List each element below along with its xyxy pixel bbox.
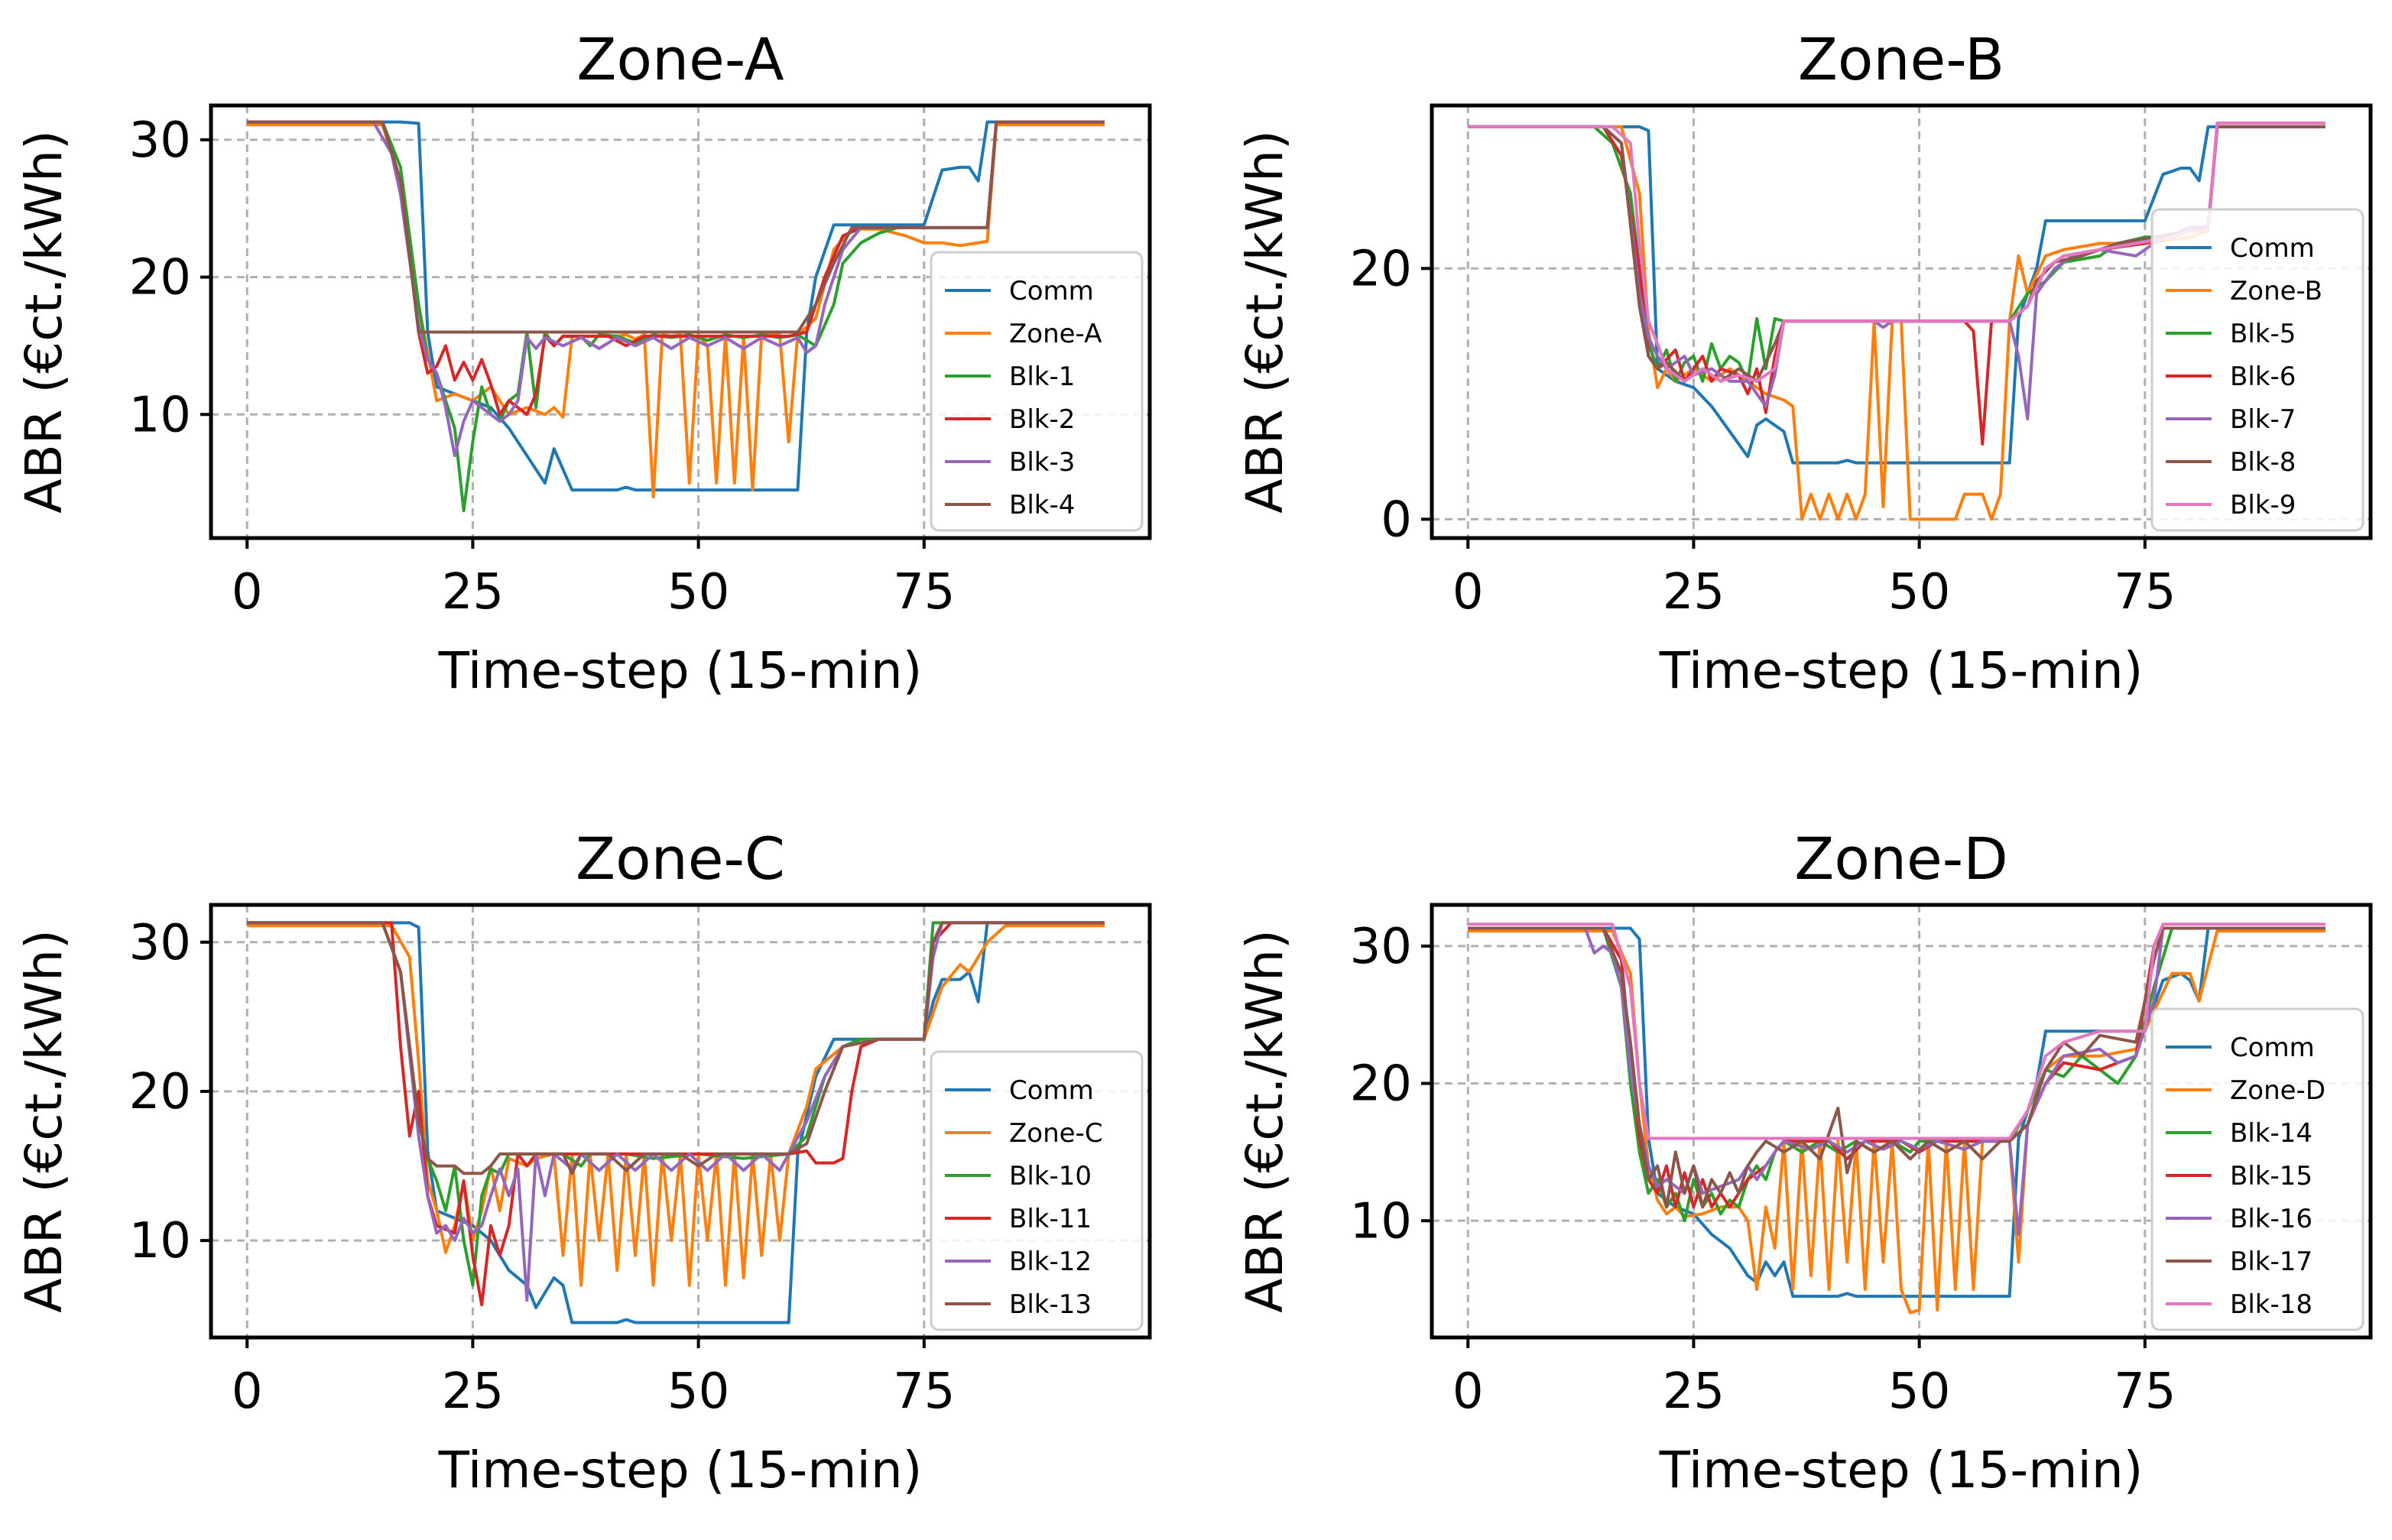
x-tick-label: 50 — [667, 1363, 729, 1420]
legend: Comm Zone-D Blk-14 Blk-15 Blk-16 Blk-17 Blk-18 — [2150, 1007, 2364, 1331]
x-tick-label: 0 — [1452, 564, 1484, 621]
chart-title: Zone-C — [576, 825, 785, 893]
y-tick-label: 30 — [129, 112, 191, 169]
x-tick-label: 25 — [1663, 564, 1725, 621]
series-line-blk-4 — [247, 120, 1105, 334]
legend-label: Blk-16 — [2230, 1204, 2312, 1234]
y-axis-label: ABR (€ct./kWh) — [15, 929, 73, 1312]
subplot-0: 0 25 50 75 10 20 30 Zone-A Time-step (15-min) ABR… — [15, 25, 1152, 700]
series-line-blk-13 — [247, 921, 1105, 1175]
legend: Comm Zone-C Blk-10 Blk-11 Blk-12 Blk-13 — [930, 1050, 1144, 1331]
legend-label: Blk-2 — [1009, 404, 1075, 435]
x-tick-label: 75 — [2114, 1363, 2176, 1420]
x-tick-label: 50 — [1888, 1363, 1950, 1420]
x-tick-label: 0 — [1452, 1363, 1484, 1420]
x-axis-label: Time-step (15-min) — [438, 641, 923, 700]
series-line-blk-3 — [247, 120, 1105, 458]
legend-label: Blk-1 — [1009, 361, 1075, 392]
legend-label: Blk-14 — [2230, 1118, 2312, 1149]
y-axis-label: ABR (€ct./kWh) — [1235, 929, 1294, 1312]
x-tick-label: 0 — [232, 564, 263, 621]
legend-label: Zone-B — [2230, 276, 2322, 306]
axes-frame — [209, 903, 1152, 1340]
legend-label: Zone-C — [1009, 1118, 1103, 1149]
y-tick-label: 20 — [1350, 241, 1412, 297]
x-tick-label: 75 — [893, 564, 955, 621]
legend-label: Comm — [2230, 1033, 2315, 1063]
x-tick-label: 25 — [1663, 1363, 1725, 1420]
legend-label: Blk-18 — [2230, 1289, 2312, 1320]
legend-label: Blk-12 — [1009, 1247, 1092, 1277]
chart-title: Zone-B — [1798, 25, 2004, 93]
legend-label: Comm — [1009, 1075, 1094, 1106]
legend-label: Blk-11 — [1009, 1204, 1092, 1234]
legend-label: Zone-D — [2230, 1075, 2325, 1106]
legend-label: Blk-10 — [1009, 1161, 1092, 1191]
legend-label: Blk-17 — [2230, 1247, 2312, 1277]
legend-label: Blk-13 — [1009, 1289, 1092, 1320]
y-tick-label: 0 — [1381, 491, 1412, 548]
legend-label: Zone-A — [1009, 319, 1102, 349]
legend: Comm Zone-B Blk-5 Blk-6 Blk-7 Blk-8 Blk-9 — [2150, 208, 2364, 532]
legend-label: Comm — [1009, 276, 1094, 306]
series-line-comm — [1468, 125, 2325, 465]
y-tick-label: 20 — [1350, 1056, 1412, 1113]
series-line-blk-17 — [1468, 926, 2325, 1209]
y-tick-label: 10 — [1350, 1193, 1412, 1250]
series-line-comm — [1468, 926, 2325, 1298]
subplot-2: 0 25 50 75 10 20 30 Zone-C Time-step (15-min) ABR… — [15, 825, 1152, 1499]
axes-frame — [209, 103, 1152, 540]
x-axis-label: Time-step (15-min) — [438, 1441, 923, 1499]
legend-label: Blk-4 — [1009, 490, 1075, 520]
y-tick-label: 30 — [129, 915, 191, 971]
y-axis-label: ABR (€ct./kWh) — [1235, 130, 1294, 513]
x-axis-label: Time-step (15-min) — [1659, 641, 2144, 700]
x-tick-label: 50 — [667, 564, 729, 621]
subplot-3: 0 25 50 75 10 20 30 Zone-D Time-step (15-min) ABR… — [1235, 825, 2373, 1499]
x-axis-label: Time-step (15-min) — [1659, 1441, 2144, 1499]
subplot-1: 0 25 50 75 0 20 Zone-B Time-step (15-min) ABR (€… — [1235, 25, 2373, 700]
legend-label: Comm — [2230, 233, 2315, 264]
x-tick-label: 75 — [893, 1363, 955, 1420]
x-tick-label: 50 — [1888, 564, 1950, 621]
y-tick-label: 10 — [129, 387, 191, 443]
legend-label: Blk-3 — [1009, 447, 1075, 478]
legend-label: Blk-5 — [2230, 319, 2296, 349]
chart-title: Zone-D — [1794, 825, 2007, 893]
y-tick-label: 20 — [129, 1064, 191, 1120]
axes-frame — [1430, 103, 2373, 540]
x-tick-label: 75 — [2114, 564, 2176, 621]
y-tick-label: 20 — [129, 250, 191, 306]
x-tick-label: 0 — [232, 1363, 263, 1420]
x-tick-label: 25 — [442, 564, 504, 621]
x-tick-label: 25 — [442, 1363, 504, 1420]
legend: Comm Zone-A Blk-1 Blk-2 Blk-3 Blk-4 — [930, 251, 1144, 532]
y-tick-label: 30 — [1350, 919, 1412, 975]
legend-label: Blk-8 — [2230, 447, 2296, 478]
y-axis-label: ABR (€ct./kWh) — [15, 130, 73, 513]
legend-label: Blk-15 — [2230, 1161, 2312, 1191]
legend-label: Blk-6 — [2230, 361, 2296, 392]
axes-frame — [1430, 903, 2373, 1340]
legend-label: Blk-7 — [2230, 404, 2296, 435]
legend-label: Blk-9 — [2230, 490, 2296, 520]
y-tick-label: 10 — [129, 1213, 191, 1269]
series-line-blk-18 — [1468, 922, 2325, 1140]
chart-title: Zone-A — [576, 25, 784, 93]
